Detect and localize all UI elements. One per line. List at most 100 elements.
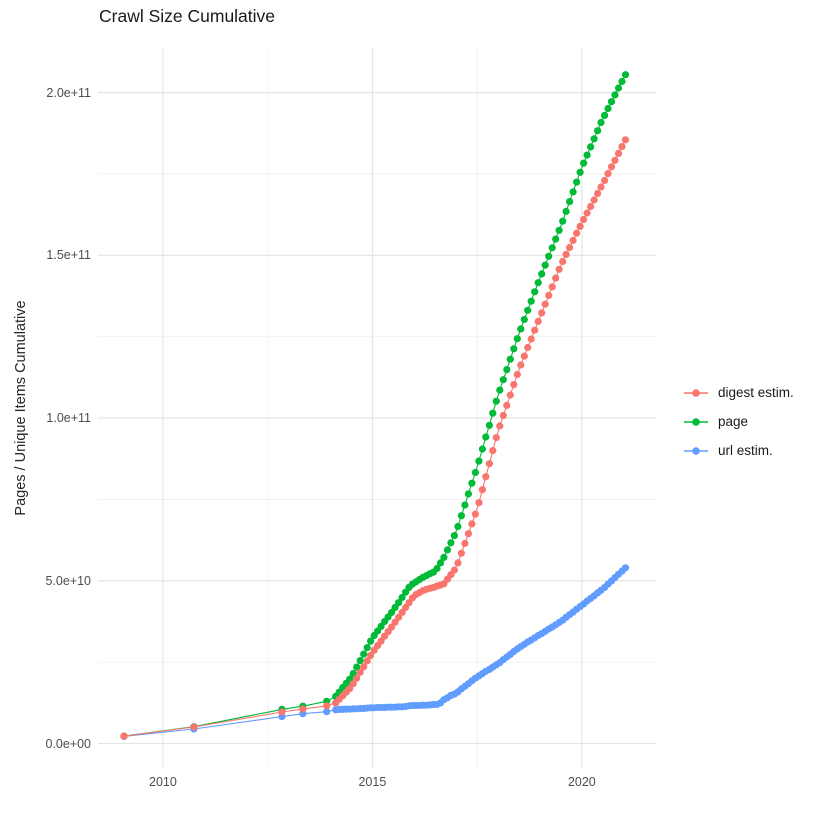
data-point	[471, 468, 479, 477]
data-point	[120, 732, 128, 740]
data-point	[353, 663, 361, 671]
data-point	[587, 202, 595, 211]
data-point	[611, 91, 619, 99]
data-point	[580, 215, 588, 224]
data-point	[590, 196, 598, 204]
data-point	[607, 98, 616, 106]
data-point	[548, 283, 556, 291]
data-point	[482, 473, 490, 481]
data-point	[555, 226, 563, 234]
data-point	[520, 352, 528, 360]
data-point	[506, 355, 514, 363]
data-point	[190, 723, 198, 731]
data-point	[573, 229, 581, 237]
data-point	[278, 708, 286, 716]
data-point	[597, 183, 605, 191]
legend-item-url: url estim.	[683, 436, 794, 465]
data-point	[356, 657, 364, 665]
chart-title: Crawl Size Cumulative	[99, 6, 276, 26]
data-point	[604, 104, 612, 113]
data-point	[559, 257, 567, 266]
data-point	[464, 490, 472, 498]
data-point	[440, 553, 448, 562]
data-point	[485, 460, 493, 468]
data-point	[471, 510, 479, 518]
data-point	[363, 657, 371, 665]
data-point	[569, 236, 577, 244]
data-point	[527, 297, 535, 305]
data-point	[524, 306, 532, 314]
data-point	[573, 178, 581, 186]
data-point	[590, 135, 598, 143]
data-point	[457, 512, 465, 520]
y-tick-label: 0.0e+00	[45, 736, 91, 751]
data-point	[450, 566, 458, 574]
data-point	[478, 486, 486, 494]
data-point	[520, 315, 528, 324]
legend-label: page	[718, 414, 749, 429]
data-point	[363, 644, 371, 652]
data-point	[555, 265, 563, 273]
data-point	[489, 409, 497, 417]
data-point	[594, 127, 602, 135]
data-point	[510, 345, 518, 353]
data-point	[562, 207, 570, 215]
data-point	[461, 539, 469, 548]
data-point	[552, 274, 560, 282]
data-point	[513, 370, 521, 379]
data-point	[450, 532, 458, 540]
data-point	[457, 549, 465, 557]
data-point	[587, 143, 595, 151]
data-point	[478, 445, 486, 453]
data-point	[367, 637, 375, 645]
data-point	[454, 559, 462, 567]
y-tick-label: 1.0e+11	[46, 411, 91, 426]
data-point	[468, 479, 476, 487]
data-point	[323, 708, 331, 716]
data-point	[489, 447, 497, 455]
data-point	[621, 136, 630, 144]
data-point	[323, 702, 331, 710]
data-point	[506, 391, 514, 399]
data-point	[569, 188, 577, 196]
data-point	[552, 235, 560, 243]
data-point	[545, 291, 553, 299]
data-point	[485, 421, 493, 429]
data-point	[538, 270, 546, 278]
data-point	[492, 434, 500, 442]
y-tick-label: 1.5e+11	[46, 248, 91, 263]
data-point	[461, 501, 469, 509]
data-point	[538, 309, 546, 317]
data-point	[454, 522, 462, 531]
data-point	[475, 499, 483, 507]
data-point	[583, 151, 591, 159]
legend-label: digest estim.	[718, 385, 794, 400]
data-point	[436, 559, 445, 567]
data-point	[395, 599, 403, 607]
data-point	[443, 546, 452, 554]
data-point	[468, 520, 476, 528]
data-point	[510, 381, 518, 389]
data-point	[482, 433, 490, 441]
x-tick-label: 2020	[567, 775, 596, 789]
data-point	[597, 118, 605, 127]
y-tick-label: 2.0e+11	[46, 85, 91, 100]
data-point	[492, 397, 500, 405]
data-point	[601, 111, 609, 119]
data-point	[531, 288, 539, 296]
data-point	[499, 376, 507, 384]
data-point	[601, 176, 609, 185]
data-point	[464, 530, 472, 538]
data-point	[517, 325, 525, 333]
data-point	[576, 222, 584, 230]
x-tick-label: 2015	[358, 775, 387, 789]
data-point	[594, 189, 602, 198]
data-point	[611, 156, 619, 164]
data-point	[496, 386, 504, 394]
data-point	[583, 209, 591, 217]
legend-label: url estim.	[718, 443, 773, 458]
data-point	[618, 143, 626, 151]
data-point	[524, 343, 532, 352]
data-point	[360, 663, 368, 671]
